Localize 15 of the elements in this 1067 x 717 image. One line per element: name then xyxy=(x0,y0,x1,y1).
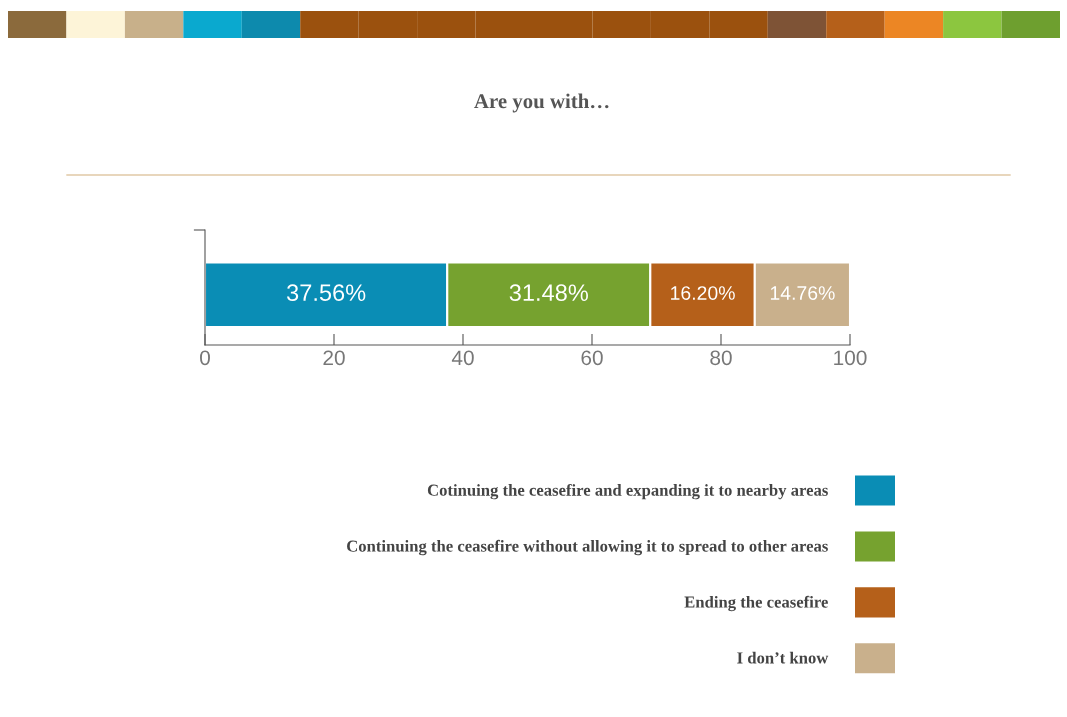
x-tick-label: 0 xyxy=(200,350,210,366)
data-label: 16.20% xyxy=(671,286,735,300)
x-tick-label: 80 xyxy=(710,350,732,366)
x-tick-label: 60 xyxy=(581,350,603,366)
x-tick-label: 40 xyxy=(451,350,474,366)
legend-label: Continuing the ceasefire without allowing it to spread to other areas xyxy=(347,539,828,556)
data-label: 14.76% xyxy=(770,286,835,300)
legend-label: Ending the ceasefire xyxy=(684,595,828,612)
chart-title: Are you with… xyxy=(474,93,609,113)
x-tick-label: 100 xyxy=(834,350,867,366)
legend-label: Cotinuing the ceasefire and expanding it to nearby areas xyxy=(427,483,828,500)
x-tick-label: 20 xyxy=(323,350,345,366)
legend-label: I don’t know xyxy=(737,651,829,664)
data-label: 31.48% xyxy=(509,284,588,302)
data-label: 37.56% xyxy=(286,284,366,302)
